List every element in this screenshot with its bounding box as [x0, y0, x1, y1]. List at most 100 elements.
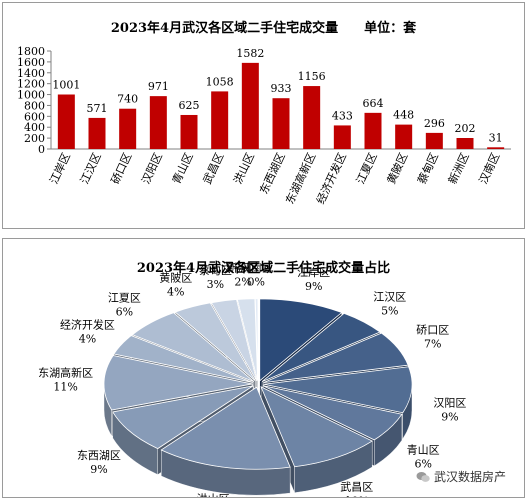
pie-slice-percent: 9%: [441, 410, 458, 423]
pie-slice: [260, 386, 374, 468]
pie-slice: [254, 298, 259, 381]
pie-slice: [236, 298, 258, 381]
bar-value-label: 31: [489, 131, 503, 144]
x-tick-label: 青山区: [170, 151, 196, 186]
bar-value-label: 971: [148, 80, 169, 93]
x-tick-label: 汉阳区: [139, 151, 165, 186]
x-tick-label: 东湖高新区: [282, 150, 318, 206]
bar: [456, 138, 474, 149]
bar-value-label: 1582: [236, 47, 264, 60]
y-tick-label: 200: [24, 132, 45, 145]
bar: [487, 147, 505, 149]
x-tick-label: 汉南区: [477, 151, 503, 186]
bar: [180, 114, 198, 149]
x-tick-label: 江岸区: [47, 151, 73, 186]
y-tick-label: 0: [38, 143, 45, 156]
pie-slice-percent: 4%: [167, 286, 184, 299]
pie-slice-label: 洪山区: [197, 491, 230, 497]
pie-slice-label: 江汉区: [373, 290, 406, 303]
y-tick-label: 1000: [17, 89, 45, 102]
pie-slice-label: 东西湖区: [77, 449, 121, 462]
bar: [57, 94, 75, 149]
bar-value-label: 664: [363, 97, 384, 110]
pie-slice-percent: 4%: [79, 333, 96, 346]
pie-slice: [112, 385, 254, 450]
bar-value-label: 296: [424, 117, 445, 130]
bar-value-label: 1001: [52, 79, 80, 92]
pie-slice-label: 黄陂区: [159, 271, 192, 285]
pie-slice-percent: 10%: [344, 494, 368, 497]
bar: [303, 86, 321, 149]
pie-slice-percent: 6%: [414, 457, 431, 470]
pie-slice: [263, 332, 409, 384]
y-tick-label: 1800: [17, 45, 45, 58]
bar-value-label: 433: [332, 109, 353, 122]
pie-chart: 江岸区9%江汉区5%硚口区7%汉阳区9%青山区6%武昌区10%洪山区15%东西湖…: [38, 261, 466, 497]
bar-value-label: 625: [179, 99, 200, 112]
pie-slice-percent: 9%: [90, 463, 107, 476]
pie-slice-percent: 11%: [53, 380, 77, 393]
bar: [149, 96, 167, 149]
y-tick-label: 1400: [17, 67, 45, 80]
pie-slice-label: 硚口区: [416, 323, 449, 336]
bar: [333, 125, 351, 149]
y-tick-label: 1200: [17, 78, 45, 91]
bar: [364, 112, 382, 149]
pie-slice: [103, 355, 253, 411]
x-tick-label: 洪山区: [230, 150, 257, 186]
pie-slice-label: 东湖高新区: [38, 365, 93, 379]
y-tick-label: 600: [24, 110, 45, 123]
x-tick-label: 蔡甸区: [415, 151, 441, 186]
bar-value-label: 933: [271, 82, 292, 95]
pie-slice: [113, 335, 253, 383]
pie-slice-percent: 0%: [248, 275, 265, 288]
bar-value-label: 202: [455, 122, 476, 135]
y-tick-label: 400: [24, 121, 45, 134]
pie-slice-label: 青山区: [407, 443, 440, 456]
pie-slice-label: 汉南区: [240, 261, 273, 274]
pie-slice-percent: 9%: [305, 280, 322, 293]
watermark: 武汉数据房产: [416, 468, 506, 485]
pie-slice-percent: 2%: [234, 276, 251, 289]
bar: [119, 108, 137, 149]
bar-value-label: 1058: [206, 75, 234, 88]
pie-slice: [263, 366, 413, 414]
bar: [272, 98, 290, 149]
bar-value-label: 571: [87, 102, 108, 115]
pie-slice-label: 蔡甸区: [199, 264, 232, 277]
bar-chart-title: 2023年4月武汉各区域二手住宅成交量 单位：套: [110, 21, 417, 36]
bar: [395, 124, 413, 149]
pie-slice-label: 汉阳区: [433, 396, 466, 409]
pie-chart-title: 2023年4月武汉各区域二手住宅成交量占比: [136, 261, 391, 276]
watermark-text: 武汉数据房产: [433, 470, 506, 484]
x-tick-label: 黄陂区: [384, 150, 411, 186]
pie-slice: [174, 302, 256, 382]
x-tick-label: 经济开发区: [313, 150, 349, 206]
x-tick-label: 东西湖区: [257, 151, 287, 196]
pie-slice: [160, 386, 291, 470]
bar-chart-panel: 2023年4月武汉各区域二手住宅成交量 单位：套 0 200 400 600 800 10…: [2, 2, 525, 229]
pie-slice-percent: 3%: [207, 278, 224, 291]
x-tick-label: 新洲区: [445, 150, 472, 186]
pie-slice-percent: 5%: [381, 304, 398, 317]
pie-slice-percent: 7%: [424, 337, 441, 350]
pie-slice: [259, 298, 343, 382]
pie-slice-label: 武昌区: [340, 480, 373, 493]
bar: [241, 62, 259, 149]
y-tick-label: 800: [24, 99, 45, 112]
pie-chart-panel: 2023年4月武汉各区域二手住宅成交量占比 江岸区 9% 江汉区 5% 硚口区 7% 汉阳区…: [2, 238, 525, 498]
bar-value-label: 740: [117, 93, 138, 106]
bar-value-label: 448: [393, 109, 414, 122]
wechat-icon: [416, 472, 430, 482]
pie-slice-percent: 6%: [116, 305, 133, 318]
pie-slice: [210, 299, 258, 381]
bar-value-label: 1156: [298, 70, 326, 83]
pie-slice-label: 经济开发区: [60, 318, 115, 332]
pie-slice-label: 江岸区: [297, 266, 330, 279]
pie-slice: [261, 312, 381, 382]
pie-slice: [131, 312, 255, 382]
y-tick-label: 1600: [17, 56, 45, 69]
x-tick-label: 硚口区: [109, 151, 135, 186]
bar: [211, 91, 229, 149]
